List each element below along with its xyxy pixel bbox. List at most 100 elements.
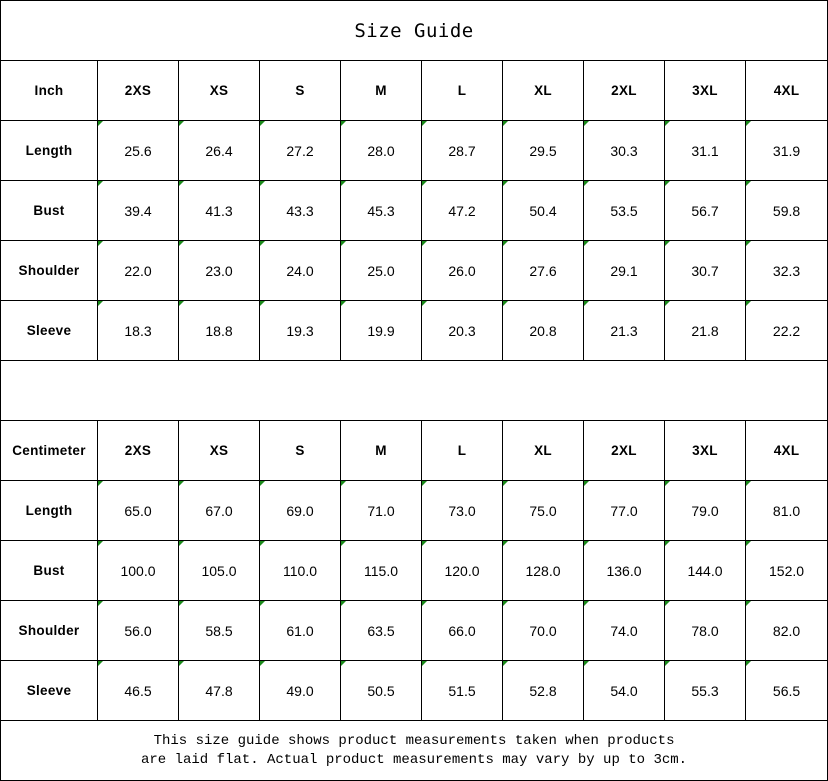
unit-label: Inch (0, 60, 98, 121)
measurement-value: 19.9 (340, 300, 422, 361)
table-row: Length 25.6 26.4 27.2 28.0 28.7 29.5 30.3 31.1 31… (0, 120, 828, 181)
measurement-value: 30.7 (664, 240, 746, 301)
measurement-value: 25.6 (97, 120, 179, 181)
measurement-value: 47.2 (421, 180, 503, 241)
measurement-value: 31.1 (664, 120, 746, 181)
measurement-value: 66.0 (421, 600, 503, 661)
measurement-value: 28.0 (340, 120, 422, 181)
measurement-value: 75.0 (502, 480, 584, 541)
measurement-label: Bust (0, 540, 98, 601)
measurement-value: 73.0 (421, 480, 503, 541)
measurement-value: 22.2 (744, 300, 828, 361)
measurement-value: 26.0 (421, 240, 503, 301)
size-header: 3XL (664, 420, 746, 481)
note-line-2: are laid flat. Actual product measuremen… (140, 751, 688, 768)
measurement-value: 115.0 (340, 540, 422, 601)
measurement-value: 82.0 (744, 600, 828, 661)
measurement-value: 46.5 (97, 660, 179, 721)
measurement-value: 39.4 (97, 180, 179, 241)
measurement-value: 51.5 (421, 660, 503, 721)
size-header: 4XL (744, 420, 828, 481)
measurement-value: 65.0 (97, 480, 179, 541)
measurement-label: Length (0, 480, 98, 541)
measurement-value: 22.0 (97, 240, 179, 301)
measurement-value: 54.0 (583, 660, 665, 721)
measurement-value: 100.0 (97, 540, 179, 601)
measurement-value: 23.0 (178, 240, 260, 301)
measurement-note: This size guide shows product measuremen… (0, 720, 828, 781)
size-header: 3XL (664, 60, 746, 121)
measurement-value: 105.0 (178, 540, 260, 601)
page-title: Size Guide (0, 0, 828, 61)
size-header: L (421, 420, 503, 481)
size-header: L (421, 60, 503, 121)
measurement-label: Sleeve (0, 660, 98, 721)
measurement-value: 152.0 (744, 540, 828, 601)
measurement-label: Length (0, 120, 98, 181)
measurement-value: 77.0 (583, 480, 665, 541)
measurement-value: 69.0 (259, 480, 341, 541)
size-header: 2XS (97, 420, 179, 481)
measurement-value: 49.0 (259, 660, 341, 721)
cm-header-row: Centimeter 2XS XS S M L XL 2XL 3XL 4XL (0, 420, 828, 481)
table-row: Shoulder 22.0 23.0 24.0 25.0 26.0 27.6 29.1 30.7… (0, 240, 828, 301)
measurement-value: 28.7 (421, 120, 503, 181)
table-row: Bust 100.0 105.0 110.0 115.0 120.0 128.0 136.0 1… (0, 540, 828, 601)
measurement-value: 50.5 (340, 660, 422, 721)
measurement-value: 47.8 (178, 660, 260, 721)
note-line-1: This size guide shows product measuremen… (153, 732, 675, 749)
measurement-value: 50.4 (502, 180, 584, 241)
measurement-value: 30.3 (583, 120, 665, 181)
measurement-value: 21.3 (583, 300, 665, 361)
size-header: M (340, 60, 422, 121)
table-row: Bust 39.4 41.3 43.3 45.3 47.2 50.4 53.5 56.7 59.8 (0, 180, 828, 241)
size-header: XS (178, 60, 260, 121)
size-header: XS (178, 420, 260, 481)
table-row: Length 65.0 67.0 69.0 71.0 73.0 75.0 77.0 79.0 81… (0, 480, 828, 541)
measurement-value: 74.0 (583, 600, 665, 661)
table-row: Sleeve 18.3 18.8 19.3 19.9 20.3 20.8 21.3 21.8 22… (0, 300, 828, 361)
measurement-value: 56.5 (744, 660, 828, 721)
measurement-value: 29.1 (583, 240, 665, 301)
measurement-value: 18.3 (97, 300, 179, 361)
measurement-value: 20.8 (502, 300, 584, 361)
measurement-value: 59.8 (744, 180, 828, 241)
measurement-value: 20.3 (421, 300, 503, 361)
measurement-value: 56.0 (97, 600, 179, 661)
measurement-value: 128.0 (502, 540, 584, 601)
size-header: 2XL (583, 60, 665, 121)
spacer-row (0, 360, 828, 421)
size-header: M (340, 420, 422, 481)
measurement-value: 78.0 (664, 600, 746, 661)
unit-label: Centimeter (0, 420, 98, 481)
measurement-value: 56.7 (664, 180, 746, 241)
measurement-label: Shoulder (0, 600, 98, 661)
measurement-value: 144.0 (664, 540, 746, 601)
measurement-value: 55.3 (664, 660, 746, 721)
measurement-value: 26.4 (178, 120, 260, 181)
note-row: This size guide shows product measuremen… (0, 720, 828, 781)
measurement-value: 70.0 (502, 600, 584, 661)
measurement-value: 32.3 (744, 240, 828, 301)
measurement-value: 19.3 (259, 300, 341, 361)
spacer-cell (0, 360, 828, 421)
size-header: 4XL (744, 60, 828, 121)
measurement-value: 67.0 (178, 480, 260, 541)
measurement-label: Shoulder (0, 240, 98, 301)
measurement-value: 79.0 (664, 480, 746, 541)
measurement-value: 58.5 (178, 600, 260, 661)
size-header: XL (502, 420, 584, 481)
size-header: S (259, 420, 341, 481)
measurement-value: 41.3 (178, 180, 260, 241)
measurement-label: Sleeve (0, 300, 98, 361)
measurement-value: 110.0 (259, 540, 341, 601)
measurement-value: 120.0 (421, 540, 503, 601)
measurement-value: 31.9 (744, 120, 828, 181)
size-header: S (259, 60, 341, 121)
measurement-label: Bust (0, 180, 98, 241)
measurement-value: 136.0 (583, 540, 665, 601)
inch-header-row: Inch 2XS XS S M L XL 2XL 3XL 4XL (0, 60, 828, 121)
size-header: XL (502, 60, 584, 121)
measurement-value: 27.2 (259, 120, 341, 181)
